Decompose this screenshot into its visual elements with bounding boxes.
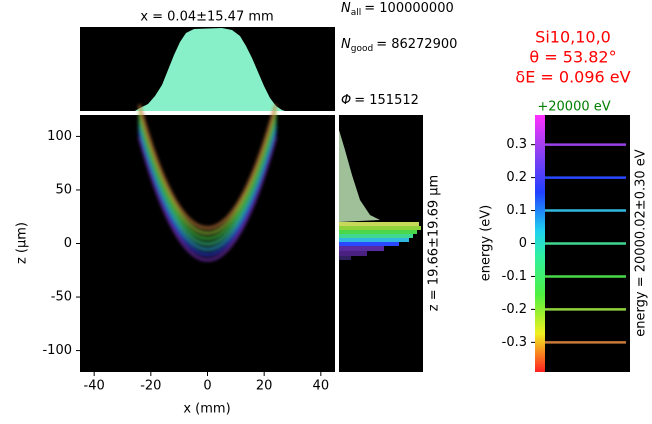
colorbar-side-label: energy = 20000.02±0.30 eV	[634, 149, 649, 336]
x-axis-label: x (mm)	[183, 402, 230, 417]
colorbar-tick-label: 0.1	[506, 203, 527, 218]
colorbar-label: energy (eV)	[479, 205, 494, 281]
colorbar-tick-label: -0.2	[502, 302, 527, 317]
top-histogram	[135, 28, 285, 111]
header-line: Si10,10,0	[535, 28, 611, 47]
x-tick-label: 0	[203, 379, 211, 394]
colorbar-tick-label: -0.3	[502, 335, 527, 350]
colorbar	[535, 115, 545, 372]
y-axis-label: z (μm)	[15, 222, 30, 264]
y-tick-label: 100	[47, 129, 72, 144]
beam-image	[137, 104, 278, 262]
x-tick-label: -40	[84, 379, 105, 394]
stat-symbol: N	[341, 37, 351, 52]
stat: Nall = 100000000	[341, 1, 454, 18]
x-tick-label: 20	[256, 379, 273, 394]
stat-value: = 100000000	[364, 1, 453, 16]
y-tick-label: -50	[51, 290, 72, 305]
colorbar-offset: +20000 eV	[537, 100, 610, 115]
stat-symbol: N	[341, 1, 351, 16]
y-tick-label: -100	[42, 343, 72, 358]
stat-value: = 151512	[354, 93, 419, 108]
y-tick-label: 50	[55, 182, 72, 197]
colorbar-tick-label: -0.1	[502, 269, 527, 284]
colorbar-tick-label: 0	[519, 236, 527, 251]
x-tick-label: -20	[140, 379, 161, 394]
title: x = 0.04±15.47 mm	[140, 10, 273, 25]
stat-symbol: Φ	[341, 93, 351, 108]
stat: Φ = 151512	[341, 93, 419, 108]
y-tick-label: 0	[64, 236, 72, 251]
x-tick-label: 40	[313, 379, 330, 394]
stat-subscript: all	[351, 8, 362, 18]
header-line: θ = 53.82°	[529, 48, 616, 67]
header-line: δE = 0.096 eV	[515, 68, 630, 87]
stat-subscript: good	[351, 44, 373, 54]
colorbar-tick-label: 0.2	[506, 170, 527, 185]
stat: Ngood = 86272900	[341, 37, 457, 54]
side-histogram	[339, 130, 421, 260]
side-label: z = 19.66±19.69 μm	[427, 175, 442, 311]
stat-value: = 86272900	[376, 37, 457, 52]
colorbar-tick-label: 0.3	[506, 137, 527, 152]
